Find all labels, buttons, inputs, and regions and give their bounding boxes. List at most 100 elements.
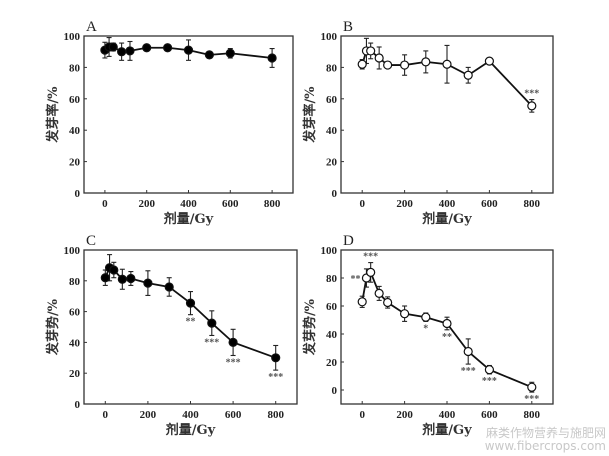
y-tick-label: 60	[69, 94, 81, 106]
data-point	[527, 382, 537, 392]
y-tick-label: 80	[326, 62, 338, 74]
data-point	[383, 60, 393, 70]
y-tick-label: 40	[326, 329, 338, 341]
y-tick-label: 20	[326, 157, 338, 169]
data-point	[267, 53, 277, 63]
y-tick-label: 20	[69, 157, 81, 169]
y-tick-label: 100	[64, 245, 81, 257]
panel-d: D0 200 400 600 800020406080100剂量/Gy发芽势/%****…	[302, 233, 554, 438]
x-tick-label: 0	[359, 409, 365, 421]
y-tick-label: 80	[69, 62, 81, 74]
data-point	[400, 60, 410, 70]
significance-label: ***	[524, 394, 539, 405]
data-point	[421, 312, 431, 322]
significance-label: ***	[226, 357, 241, 368]
y-tick-label: 20	[326, 357, 338, 369]
data-point	[366, 46, 376, 56]
x-tick-label: 800	[264, 198, 281, 210]
x-tick-label: 800	[267, 409, 284, 421]
watermark-line2: www.fibercrops.com	[484, 439, 606, 453]
data-point	[163, 43, 173, 53]
significance-label: *	[423, 323, 428, 334]
data-point	[100, 273, 110, 283]
x-tick-label: 600	[481, 409, 498, 421]
x-tick-label: 800	[524, 409, 541, 421]
data-point	[207, 318, 217, 328]
panel-a: A 0 200 400 600 800 0 20 40 60 80 100 剂量/Gy 发芽率/%	[45, 19, 294, 227]
y-axis-title: 发芽率/%	[45, 86, 61, 144]
data-point	[225, 48, 235, 58]
data-point	[374, 53, 384, 63]
y-tick-label: 100	[321, 31, 338, 43]
data-point	[442, 318, 452, 329]
data-point	[117, 274, 127, 284]
panel-letter: D	[343, 233, 354, 249]
y-tick-label: 40	[326, 125, 338, 137]
x-tick-label: 0	[103, 409, 109, 421]
x-tick-label: 800	[524, 198, 541, 210]
data-point	[228, 337, 238, 347]
x-axis-title: 剂量/Gy	[421, 422, 472, 438]
x-tick-label: 0	[359, 198, 365, 210]
data-point	[117, 47, 127, 57]
data-point	[126, 273, 136, 284]
significance-label: ***	[461, 366, 476, 377]
significance-label: ***	[482, 376, 497, 387]
data-point	[185, 298, 196, 308]
data-point	[357, 59, 367, 69]
data-point	[400, 309, 410, 319]
data-point	[484, 56, 494, 66]
data-point	[108, 42, 118, 52]
y-axis-title: 发芽率/%	[302, 86, 318, 144]
x-tick-label: 600	[225, 409, 242, 421]
data-point	[357, 297, 367, 307]
y-tick-label: 20	[69, 368, 81, 380]
y-tick-label: 40	[69, 337, 81, 349]
y-tick-label: 100	[64, 31, 81, 43]
panel-letter: B	[343, 19, 353, 35]
data-point	[125, 46, 135, 56]
x-tick-label: 200	[396, 409, 413, 421]
data-point	[271, 353, 281, 363]
x-tick-label: 200	[138, 198, 155, 210]
y-tick-label: 0	[332, 188, 338, 200]
x-tick-label: 400	[439, 409, 456, 421]
data-point	[527, 101, 537, 111]
significance-label: ***	[268, 372, 283, 383]
x-axis-title: 剂量/Gy	[165, 422, 216, 438]
data-point	[109, 265, 119, 275]
data-point	[143, 278, 153, 288]
y-tick-label: 40	[69, 125, 81, 137]
x-tick-label: 200	[140, 409, 157, 421]
significance-label: **	[186, 317, 196, 328]
y-axis-title: 发芽势/%	[45, 298, 61, 356]
data-point	[421, 57, 431, 67]
data-point	[142, 43, 152, 53]
panel-letter: C	[86, 233, 96, 249]
panel-letter: A	[86, 19, 97, 35]
y-tick-label: 0	[75, 399, 81, 411]
x-tick-label: 0	[102, 198, 108, 210]
x-tick-label: 400	[180, 198, 197, 210]
x-tick-label: 600	[481, 198, 498, 210]
data-point	[183, 45, 194, 55]
y-tick-label: 60	[69, 307, 81, 319]
data-point	[442, 59, 452, 69]
data-point	[374, 288, 384, 298]
significance-label: ***	[363, 252, 378, 263]
significance-label: **	[442, 332, 452, 343]
x-tick-label: 400	[439, 198, 456, 210]
data-point	[366, 267, 376, 277]
watermark: 麻类作物营养与施肥网 www.fibercrops.com	[485, 427, 606, 453]
y-axis-title: 发芽势/%	[302, 298, 318, 356]
significance-label: ***	[204, 337, 219, 348]
data-point	[463, 346, 473, 357]
data-point	[463, 70, 473, 80]
watermark-line1: 麻类作物营养与施肥网	[485, 426, 606, 440]
x-tick-label: 200	[396, 198, 413, 210]
y-tick-label: 80	[326, 273, 338, 285]
y-tick-label: 80	[69, 276, 81, 288]
y-tick-label: 0	[332, 385, 338, 397]
